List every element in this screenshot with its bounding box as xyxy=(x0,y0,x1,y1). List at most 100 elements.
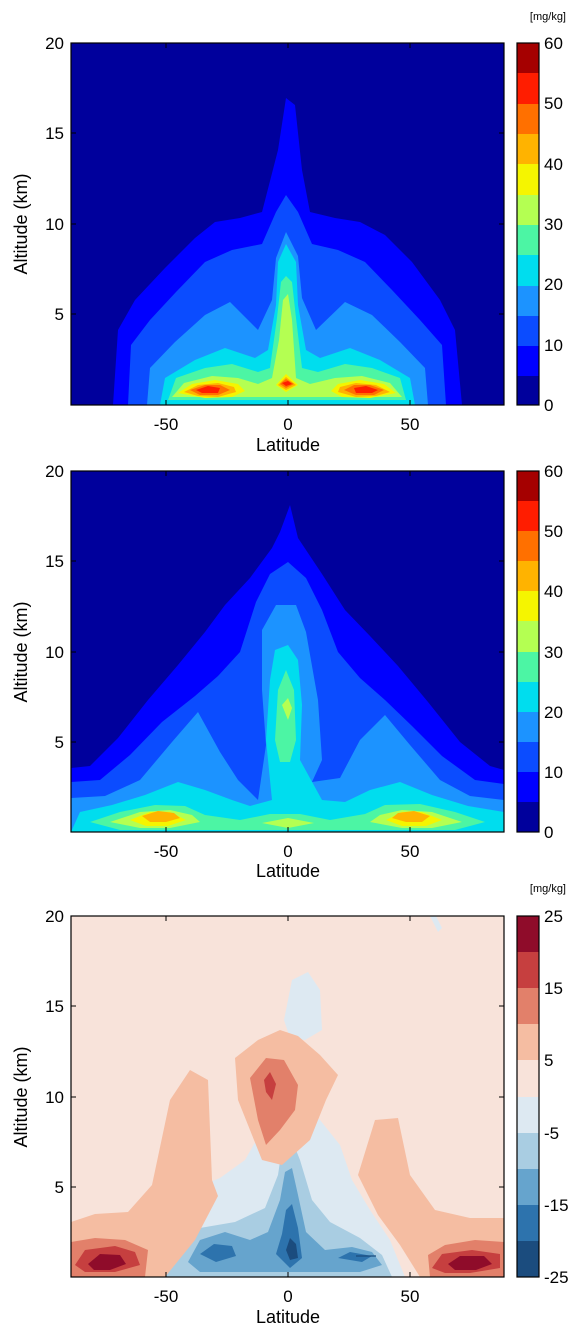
cbar-swatch xyxy=(517,988,539,1024)
cbar-tick-label: -25 xyxy=(544,1268,569,1287)
cbar-swatch xyxy=(517,1097,539,1133)
cbar-swatch xyxy=(517,255,539,286)
cbar-swatch xyxy=(517,346,539,376)
y-tick-label: 10 xyxy=(45,1088,64,1107)
cbar-tick-label: 60 xyxy=(544,462,563,481)
cbar-swatch xyxy=(517,104,539,134)
y-axis-label: Altitude (km) xyxy=(11,173,31,274)
contour-level-50 xyxy=(190,379,384,395)
colorbar-2: 0 10 20 30 40 50 60 xyxy=(516,462,563,842)
cbar-swatch xyxy=(517,652,539,682)
y-tick-label: 5 xyxy=(55,733,64,752)
cbar-tick-label: 60 xyxy=(544,34,563,53)
contour-level-55 xyxy=(196,381,378,393)
cbar-swatch xyxy=(517,802,539,832)
x-tick-label: 50 xyxy=(401,415,420,434)
y-ticks-3: 5 10 15 20 xyxy=(45,907,504,1197)
y-axis-label: Altitude (km) xyxy=(11,601,31,702)
cbar-tick-label: 10 xyxy=(544,336,563,355)
cbar-swatch xyxy=(517,286,539,316)
x-axis-label: Latitude xyxy=(256,1307,320,1327)
cbar-swatch xyxy=(517,742,539,772)
cbar-tick-label: -15 xyxy=(544,1196,569,1215)
y-tick-label: 5 xyxy=(55,305,64,324)
panel-3: 5 10 15 20 -50 0 50 Latitude Altitude (k… xyxy=(11,883,569,1327)
x-ticks-3: -50 0 50 xyxy=(154,916,420,1306)
cbar-swatch xyxy=(517,772,539,802)
cbar-swatch xyxy=(517,225,539,255)
cbar-swatch xyxy=(517,164,539,195)
cbar-swatch xyxy=(517,621,539,652)
cbar-swatch xyxy=(517,316,539,346)
contour-field-1 xyxy=(71,43,504,405)
cbar-swatch xyxy=(517,916,539,952)
colorbar-unit: [mg/kg] xyxy=(530,11,566,23)
x-tick-label: 50 xyxy=(401,842,420,861)
cbar-swatch xyxy=(517,952,539,988)
cbar-swatch xyxy=(517,471,539,501)
cbar-swatch xyxy=(517,1241,539,1277)
y-tick-label: 10 xyxy=(45,643,64,662)
cbar-swatch xyxy=(517,1169,539,1205)
x-ticks-2: -50 0 50 xyxy=(154,471,420,861)
cbar-swatch xyxy=(517,561,539,591)
cbar-tick-label: 30 xyxy=(544,215,563,234)
contour-level-25 xyxy=(90,670,485,830)
colorbar-3: -25 -15 -5 5 15 25 [mg/kg] xyxy=(516,883,569,1287)
contour-field-3 xyxy=(71,916,504,1277)
cbar-swatch xyxy=(517,1133,539,1169)
contour-level-15 xyxy=(75,1072,500,1273)
cbar-swatch xyxy=(517,591,539,621)
cbar-tick-label: 20 xyxy=(544,703,563,722)
panel-2: 5 10 15 20 -50 0 50 Latitude Altitude (k… xyxy=(11,462,563,881)
y-tick-label: 20 xyxy=(45,462,64,481)
cbar-tick-label: 40 xyxy=(544,155,563,174)
cbar-swatch xyxy=(517,43,539,73)
x-axis-label: Latitude xyxy=(256,435,320,455)
cbar-tick-label: 10 xyxy=(544,763,563,782)
x-tick-label: 0 xyxy=(283,1287,292,1306)
x-tick-label: 50 xyxy=(401,1287,420,1306)
x-tick-label: -50 xyxy=(154,1287,179,1306)
y-tick-label: 10 xyxy=(45,215,64,234)
cbar-tick-label: 40 xyxy=(544,582,563,601)
contour-level-neg25 xyxy=(286,1238,376,1260)
cbar-tick-label: 15 xyxy=(544,979,563,998)
cbar-swatch xyxy=(517,682,539,712)
cbar-tick-label: 50 xyxy=(544,522,563,541)
x-tick-label: 0 xyxy=(283,415,292,434)
cbar-tick-label: -5 xyxy=(544,1124,559,1143)
cbar-swatch xyxy=(517,1060,539,1097)
x-axis-label: Latitude xyxy=(256,861,320,881)
x-tick-label: -50 xyxy=(154,842,179,861)
cbar-swatch xyxy=(517,195,539,225)
y-tick-label: 20 xyxy=(45,34,64,53)
cbar-tick-label: 0 xyxy=(544,823,553,842)
cbar-tick-label: 20 xyxy=(544,275,563,294)
cbar-tick-label: 30 xyxy=(544,643,563,662)
cbar-swatch xyxy=(517,1205,539,1241)
contour-field-2 xyxy=(71,471,504,832)
y-tick-label: 15 xyxy=(45,552,64,571)
cbar-swatch xyxy=(517,134,539,164)
y-tick-label: 15 xyxy=(45,997,64,1016)
cbar-tick-label: 5 xyxy=(544,1051,553,1070)
cbar-tick-label: 25 xyxy=(544,907,563,926)
cbar-swatch xyxy=(517,376,539,405)
contour-level-30 xyxy=(172,294,402,397)
x-tick-label: -50 xyxy=(154,415,179,434)
cbar-swatch xyxy=(517,501,539,531)
y-ticks-2: 5 10 15 20 xyxy=(45,462,504,752)
contour-level-5 xyxy=(71,1030,504,1277)
x-ticks-1: -50 0 50 xyxy=(154,43,420,434)
colorbar-unit: [mg/kg] xyxy=(530,883,566,895)
cbar-swatch xyxy=(517,531,539,561)
cbar-tick-label: 0 xyxy=(544,396,553,415)
y-ticks-1: 5 10 15 20 xyxy=(45,34,504,324)
y-tick-label: 5 xyxy=(55,1178,64,1197)
cbar-swatch xyxy=(517,73,539,104)
panel-1: 5 10 15 20 -50 0 50 Latitude Altitude (k… xyxy=(11,11,566,455)
cbar-swatch xyxy=(517,712,539,742)
contour-level-neg5 xyxy=(140,916,442,1277)
